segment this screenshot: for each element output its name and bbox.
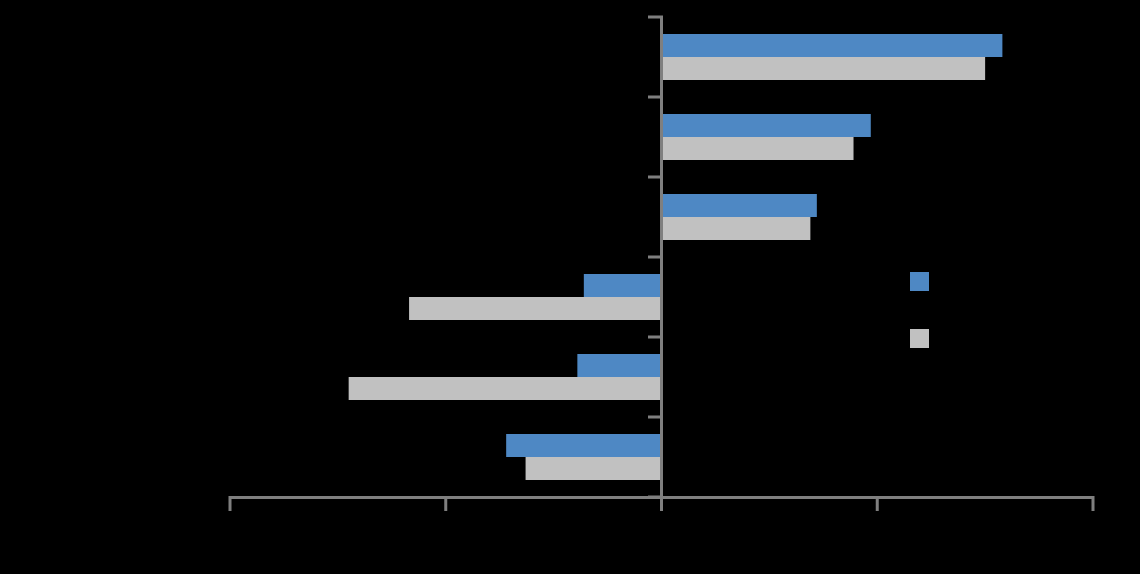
y-axis-tick — [648, 15, 660, 19]
y-axis-tick — [648, 95, 660, 99]
bar-blue-row-5 — [577, 354, 662, 377]
x-axis-tick — [444, 496, 448, 511]
legend-swatch-blue — [910, 272, 929, 291]
y-axis-line — [660, 15, 663, 499]
bar-blue-row-3 — [661, 194, 817, 217]
bar-gray-row-5 — [348, 377, 662, 400]
bar-blue-row-2 — [661, 114, 871, 137]
legend-swatch-gray — [910, 329, 929, 348]
y-axis-tick — [648, 335, 660, 339]
bar-blue-row-6 — [506, 434, 662, 457]
x-axis-tick — [660, 496, 663, 511]
bar-gray-row-4 — [409, 297, 662, 320]
bar-blue-row-4 — [583, 274, 662, 297]
x-axis-tick — [875, 496, 879, 511]
y-axis-tick — [648, 175, 660, 179]
y-axis-tick — [648, 415, 660, 419]
bar-gray-row-2 — [661, 137, 854, 160]
bar-gray-row-6 — [525, 457, 662, 480]
x-axis-tick — [228, 496, 232, 511]
y-axis-tick — [648, 255, 660, 259]
bar-gray-row-1 — [661, 57, 986, 80]
x-axis-tick — [1091, 496, 1095, 511]
bar-gray-row-3 — [661, 217, 811, 240]
bar-blue-row-1 — [661, 34, 1003, 57]
